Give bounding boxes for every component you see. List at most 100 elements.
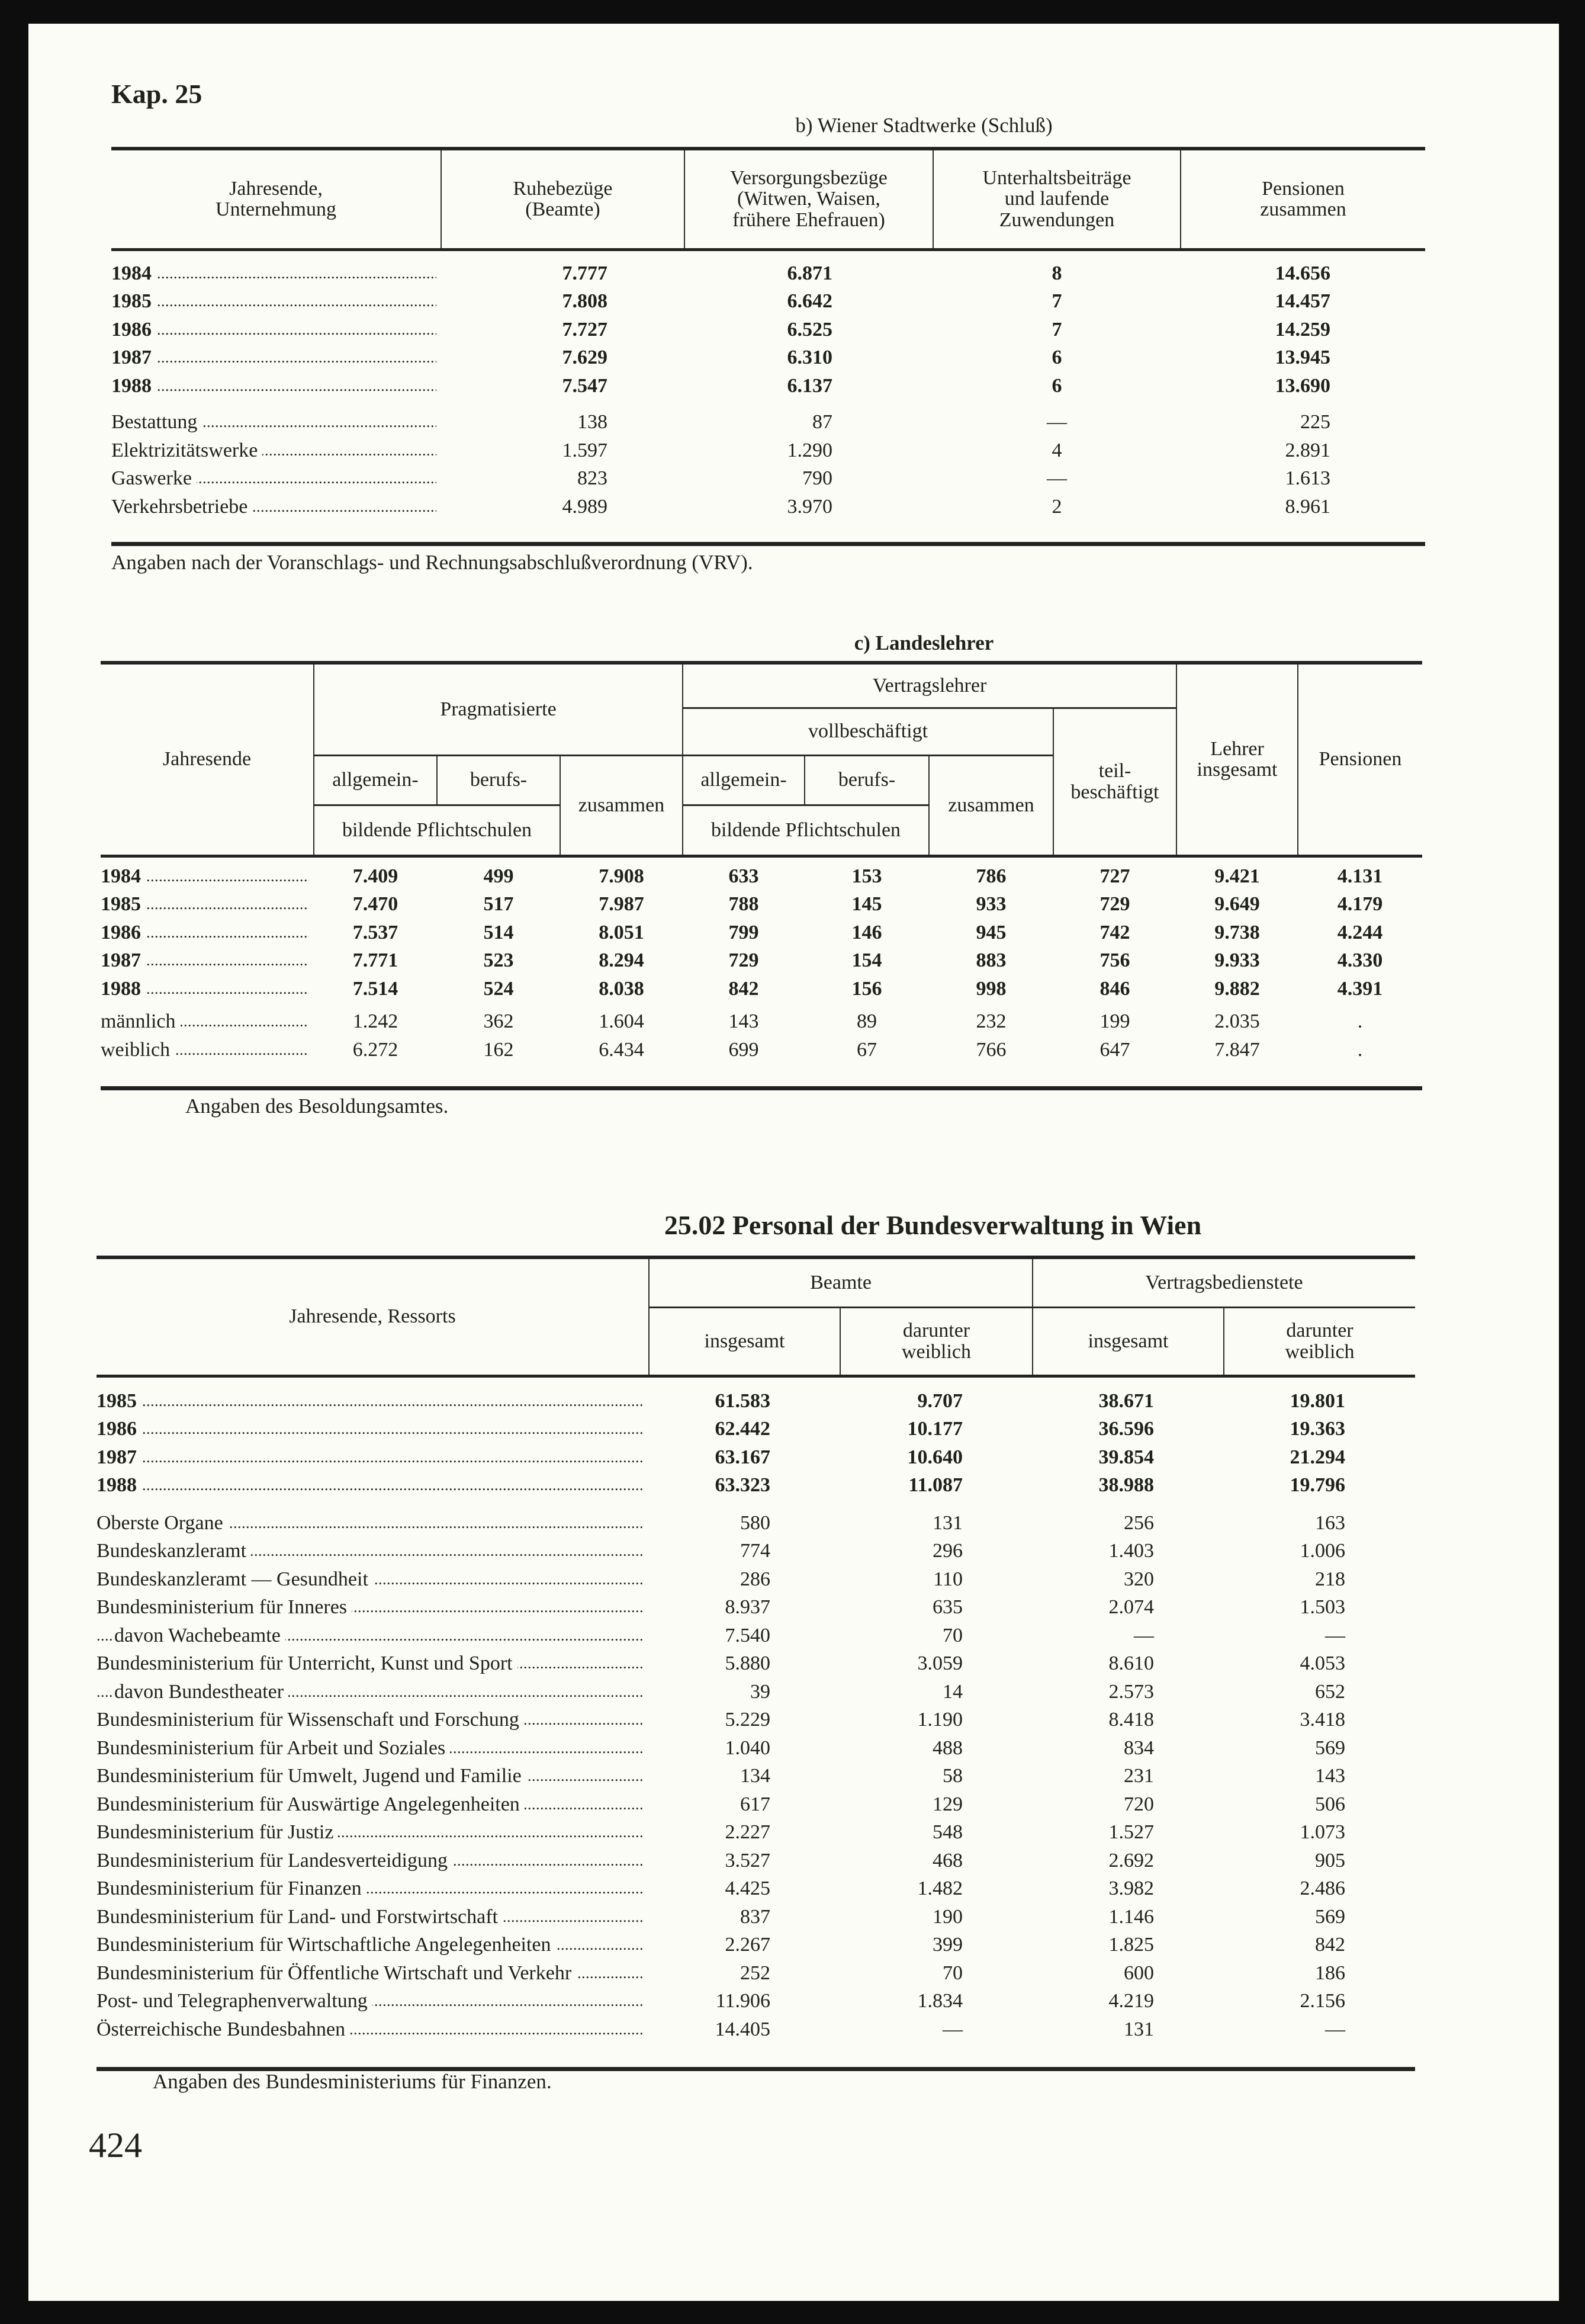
value-cell: 156 — [851, 977, 882, 1000]
value-cell: 2.692 — [1108, 1849, 1155, 1872]
spacer-cell — [649, 1376, 840, 1387]
col-header-beamte-insgesamt: insgesamt — [648, 1306, 841, 1378]
spacer-cell — [101, 1003, 314, 1007]
value-cell: 499 — [483, 865, 514, 887]
spacer-cell — [1033, 2043, 1224, 2071]
row-label: 1988 — [97, 1471, 649, 1500]
spacer-cell — [1033, 1376, 1224, 1387]
value-cell: 7.777 — [562, 262, 608, 284]
col-header-vb-insgesamt: insgesamt — [1032, 1306, 1224, 1378]
col-header-vollbeschaeftigt: vollbeschäftigt — [682, 707, 1054, 755]
value-cell: 8.418 — [1108, 1709, 1155, 1731]
value-cell: 7.727 — [562, 318, 608, 341]
value-cell: 89 — [857, 1010, 877, 1032]
col-header-unterhaltsbeitraege: Unterhaltsbeiträge und laufende Zuwendun… — [933, 147, 1181, 251]
value-cell: 143 — [1315, 1765, 1346, 1787]
col-header-pensionen: Pensionen — [1297, 661, 1423, 858]
value-cell: 2.573 — [1108, 1680, 1155, 1703]
row-spacer — [101, 1003, 1422, 1007]
row-label-text: Elektrizitätswerke — [111, 439, 263, 461]
row-label-text: Bundesministerium für Finanzen — [97, 1877, 366, 1899]
value-cell: 67 — [857, 1038, 877, 1061]
value-cell: 8.610 — [1108, 1652, 1155, 1674]
row-label: Bundesministerium für Wirtschaftliche An… — [97, 1931, 649, 1959]
spacer-cell — [1298, 1064, 1423, 1090]
value-cell: 7.847 — [1214, 1038, 1260, 1061]
table-row: Bundesministerium für Umwelt, Jugend und… — [97, 1762, 1415, 1790]
value-cell: 9.649 — [1214, 893, 1260, 915]
spacer-cell — [805, 856, 929, 862]
row-label-text: Gaswerke — [111, 467, 197, 489]
row-label-text: Bundesministerium für Auswärtige Angeleg… — [97, 1793, 525, 1815]
col-header-prag-allgemein: allgemein- — [313, 754, 438, 805]
row-spacer — [101, 856, 1422, 862]
row-label-text: Oberste Organe — [97, 1511, 228, 1534]
table-row: 1988 7.547 6.137 6 13.690 — [111, 372, 1425, 400]
col-header-vertrag-zusammen: zusammen — [928, 754, 1054, 858]
col-header-vertragsbedienstete: Vertragsbedienstete — [1031, 1256, 1416, 1307]
value-cell: 14.656 — [1275, 262, 1331, 284]
spacer-cell — [560, 856, 683, 862]
col-header-prag-zusammen: zusammen — [559, 754, 684, 858]
value-cell: 8.937 — [725, 1596, 771, 1618]
value-cell: 1.006 — [1300, 1540, 1346, 1562]
spacer-cell — [437, 1064, 560, 1090]
row-label: 1988 — [101, 975, 314, 1003]
row-spacer — [111, 400, 1425, 408]
row-label: 1986 — [111, 316, 441, 344]
value-cell: 61.583 — [715, 1389, 771, 1412]
row-label: Bundesministerium für Wissenschaft und F… — [97, 1706, 649, 1734]
value-cell: 2.035 — [1214, 1010, 1260, 1032]
row-label-text: 1987 — [97, 1446, 142, 1468]
value-cell: 600 — [1124, 1962, 1154, 1984]
value-cell: 647 — [1099, 1038, 1130, 1061]
table-row: Gaswerke 823 790 — 1.613 — [111, 464, 1425, 493]
table-row: Bundesministerium für Land- und Forstwir… — [97, 1903, 1415, 1931]
value-cell: 10.640 — [907, 1446, 963, 1468]
row-label-text: Österreichische Bundesbahnen — [97, 2018, 351, 2040]
row-label: weiblich — [101, 1036, 314, 1064]
value-cell: 2.267 — [725, 1934, 771, 1956]
row-label: davon Wachebeamte — [97, 1621, 649, 1649]
table-personal-bundesverwaltung: Jahresende, Ressorts Beamte Vertragsbedi… — [97, 1256, 1416, 2071]
value-cell: 766 — [976, 1038, 1007, 1061]
value-cell: 617 — [740, 1793, 770, 1815]
value-cell: 4.391 — [1337, 977, 1383, 1000]
spacer-cell — [101, 856, 314, 862]
value-cell: 6.871 — [787, 262, 833, 284]
table-b-caption: b) Wiener Stadtwerke (Schluß) — [795, 114, 1053, 137]
row-label: Bundesministerium für Landesverteidigung — [97, 1847, 649, 1875]
row-spacer — [97, 1376, 1415, 1387]
spacer-cell — [840, 1500, 1033, 1509]
col-header-lehrer-insgesamt: Lehrer insgesamt — [1176, 661, 1299, 858]
value-cell: 131 — [1124, 2018, 1154, 2040]
row-label-text: 1985 — [111, 290, 156, 312]
value-cell: 3.970 — [787, 495, 833, 518]
value-cell: 39 — [750, 1680, 770, 1703]
table-row: 1985 61.583 9.707 38.671 19.801 — [97, 1387, 1415, 1415]
value-cell: 4.219 — [1108, 1990, 1155, 2012]
table-row: Bundesministerium für Finanzen 4.425 1.482… — [97, 1874, 1415, 1903]
value-cell: 162 — [483, 1038, 514, 1061]
spacer-cell — [560, 1064, 683, 1090]
value-cell: 6.434 — [599, 1038, 644, 1061]
row-label: Bundesministerium für Auswärtige Angeleg… — [97, 1790, 649, 1819]
value-cell: 3.059 — [917, 1652, 963, 1674]
row-spacer — [97, 1500, 1415, 1509]
value-cell: 548 — [933, 1821, 963, 1843]
value-cell: 2.156 — [1300, 1990, 1346, 2012]
value-cell: 252 — [740, 1962, 770, 1984]
spacer-cell — [684, 400, 933, 408]
value-cell: 834 — [1124, 1736, 1154, 1759]
value-cell: 7.771 — [352, 949, 398, 971]
spacer-cell — [649, 2043, 840, 2071]
row-label: Bundesministerium für Umwelt, Jugend und… — [97, 1762, 649, 1790]
value-cell: 517 — [483, 893, 514, 915]
table-row: Bundeskanzleramt — Gesundheit 286 110 320 21… — [97, 1565, 1415, 1594]
spacer-cell — [683, 1003, 805, 1007]
table-row: männlich 1.242 362 1.604 143 89 232 199 2.035. — [101, 1007, 1422, 1036]
value-cell: 134 — [740, 1765, 770, 1787]
col-header-beamte: Beamte — [648, 1256, 1033, 1307]
value-cell: 933 — [976, 893, 1007, 915]
row-label: 1985 — [101, 890, 314, 919]
